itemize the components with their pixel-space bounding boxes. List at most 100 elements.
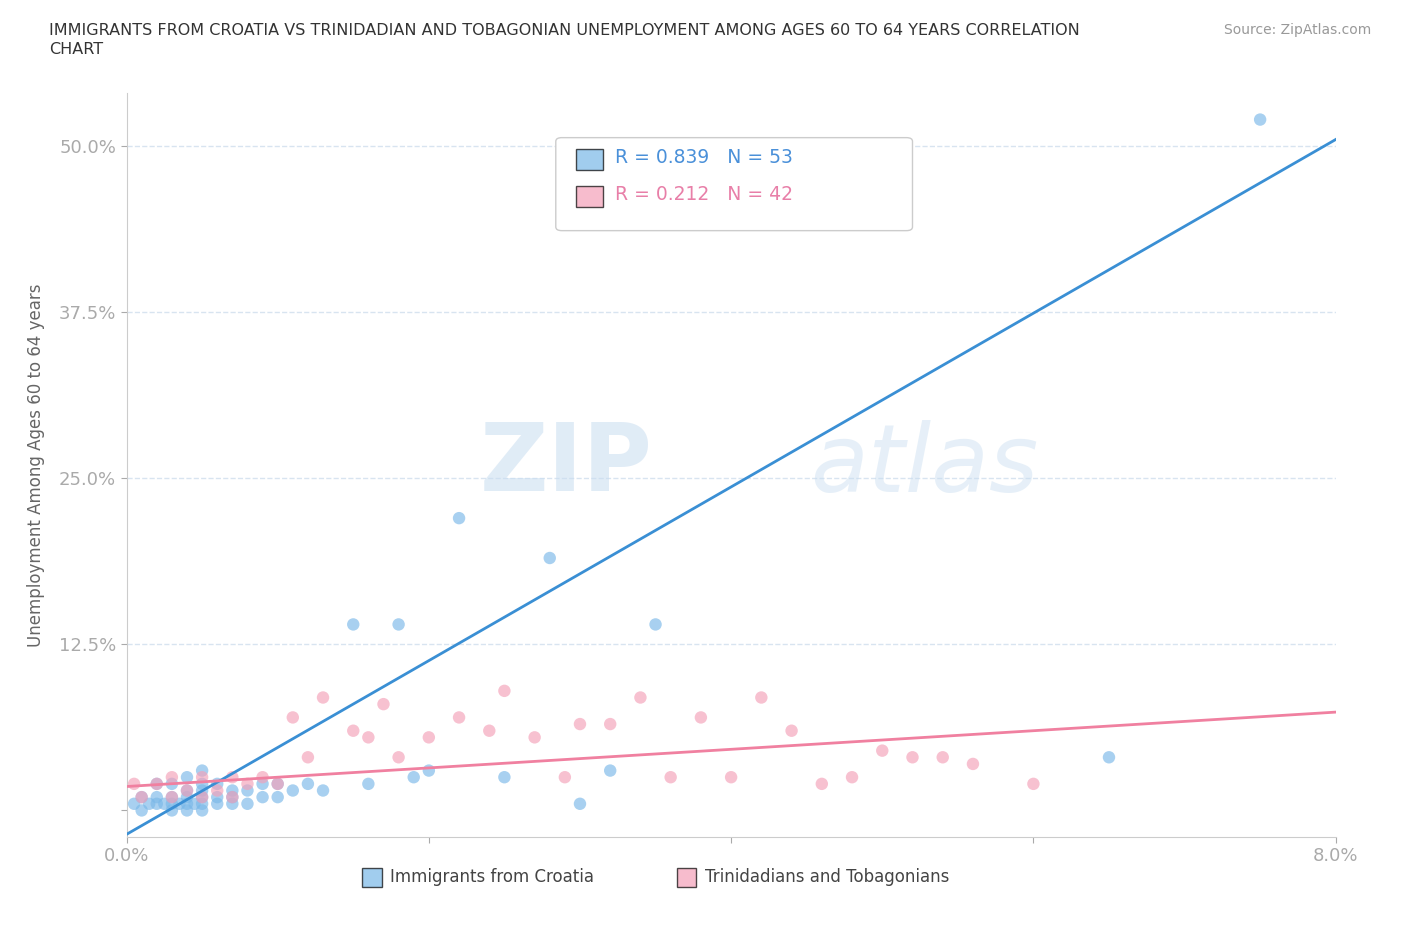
Point <box>568 796 592 811</box>
Point <box>146 790 169 804</box>
Point <box>191 796 214 811</box>
Point <box>183 796 205 811</box>
Point <box>281 783 304 798</box>
Text: atlas: atlas <box>810 419 1038 511</box>
FancyBboxPatch shape <box>555 138 912 231</box>
Text: ZIP: ZIP <box>479 419 652 511</box>
Point <box>191 764 214 778</box>
Point <box>205 777 228 791</box>
Point <box>221 783 243 798</box>
Point <box>176 783 198 798</box>
Point <box>236 796 259 811</box>
Point <box>160 803 183 817</box>
Point <box>342 724 364 738</box>
Point <box>267 777 290 791</box>
Point <box>160 790 183 804</box>
Point <box>373 697 395 711</box>
Point <box>160 796 183 811</box>
Point <box>418 764 440 778</box>
Point <box>131 790 153 804</box>
Point <box>160 770 183 785</box>
Point <box>1022 777 1045 791</box>
Point <box>252 770 274 785</box>
Point <box>191 783 214 798</box>
Text: Source: ZipAtlas.com: Source: ZipAtlas.com <box>1223 23 1371 37</box>
Point <box>447 511 470 525</box>
Text: R = 0.839   N = 53: R = 0.839 N = 53 <box>614 148 793 167</box>
Point <box>478 724 501 738</box>
Point <box>191 790 214 804</box>
Point <box>236 783 259 798</box>
Point <box>153 796 176 811</box>
Point <box>659 770 682 785</box>
Point <box>312 783 335 798</box>
Point <box>221 790 243 804</box>
Point <box>689 710 711 724</box>
Point <box>221 796 243 811</box>
Point <box>176 783 198 798</box>
Point <box>252 777 274 791</box>
Point <box>297 777 319 791</box>
Point <box>402 770 425 785</box>
Point <box>236 777 259 791</box>
Point <box>146 796 169 811</box>
Point <box>267 777 290 791</box>
Point <box>554 770 576 785</box>
Point <box>146 777 169 791</box>
Point <box>191 777 214 791</box>
Point <box>342 617 364 631</box>
Point <box>901 750 924 764</box>
Point <box>388 750 411 764</box>
FancyBboxPatch shape <box>363 869 381 887</box>
Point <box>297 750 319 764</box>
Point <box>872 743 894 758</box>
Point <box>388 617 411 631</box>
Point <box>568 717 592 732</box>
Point <box>169 796 191 811</box>
Point <box>191 770 214 785</box>
Point <box>160 790 183 804</box>
Point <box>780 724 803 738</box>
Point <box>160 777 183 791</box>
Point <box>252 790 274 804</box>
Y-axis label: Unemployment Among Ages 60 to 64 years: Unemployment Among Ages 60 to 64 years <box>27 284 45 646</box>
Point <box>191 803 214 817</box>
Point <box>281 710 304 724</box>
Point <box>176 770 198 785</box>
Point <box>205 783 228 798</box>
Text: R = 0.212   N = 42: R = 0.212 N = 42 <box>614 185 793 205</box>
Point <box>599 764 621 778</box>
Point <box>447 710 470 724</box>
Point <box>599 717 621 732</box>
Point <box>131 790 153 804</box>
Point <box>932 750 955 764</box>
Point <box>138 796 160 811</box>
FancyBboxPatch shape <box>576 149 603 169</box>
Point <box>191 790 214 804</box>
Point <box>146 777 169 791</box>
Point <box>122 777 145 791</box>
Point <box>221 790 243 804</box>
Text: Immigrants from Croatia: Immigrants from Croatia <box>389 869 595 886</box>
Point <box>131 803 153 817</box>
Text: IMMIGRANTS FROM CROATIA VS TRINIDADIAN AND TOBAGONIAN UNEMPLOYMENT AMONG AGES 60: IMMIGRANTS FROM CROATIA VS TRINIDADIAN A… <box>49 23 1080 38</box>
Point <box>751 690 773 705</box>
Point <box>1098 750 1121 764</box>
Point <box>267 790 290 804</box>
Point <box>523 730 546 745</box>
Point <box>494 684 516 698</box>
Text: Trinidadians and Tobagonians: Trinidadians and Tobagonians <box>704 869 949 886</box>
Point <box>841 770 863 785</box>
Point <box>494 770 516 785</box>
Point <box>176 790 198 804</box>
Point <box>221 770 243 785</box>
Text: CHART: CHART <box>49 42 103 57</box>
Point <box>720 770 742 785</box>
Point <box>538 551 561 565</box>
FancyBboxPatch shape <box>676 869 696 887</box>
Point <box>1249 113 1271 127</box>
Point <box>205 796 228 811</box>
Point <box>312 690 335 705</box>
Point <box>176 803 198 817</box>
Point <box>122 796 145 811</box>
